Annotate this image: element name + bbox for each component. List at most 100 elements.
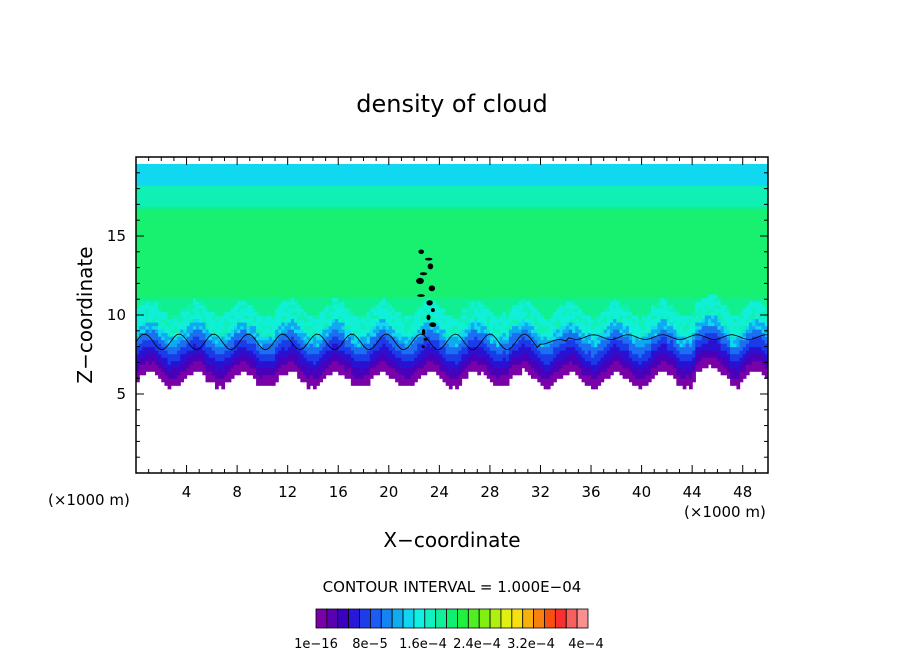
field-cell — [199, 283, 203, 288]
field-cell — [335, 364, 339, 369]
field-cell — [376, 297, 380, 302]
field-cell — [252, 213, 257, 218]
field-cell — [246, 188, 251, 193]
field-cell — [294, 325, 298, 330]
field-cell — [240, 293, 245, 299]
field-cell — [294, 265, 298, 270]
field-cell — [300, 378, 305, 383]
field-cell — [192, 185, 197, 190]
field-cell — [379, 248, 384, 253]
field-cell — [284, 346, 289, 351]
field-cell — [243, 262, 248, 267]
field-cell — [151, 311, 156, 316]
field-cell — [350, 367, 355, 372]
field-cell — [331, 202, 336, 207]
field-cell — [319, 223, 324, 228]
field-cell — [221, 350, 226, 355]
field-cell — [183, 227, 188, 232]
field-cell — [158, 171, 162, 176]
field-cell — [224, 199, 229, 204]
field-cell — [268, 209, 273, 214]
field-cell — [297, 332, 301, 337]
field-cell — [366, 255, 371, 260]
field-cell — [341, 286, 346, 292]
field-cell — [297, 255, 301, 260]
field-cell — [262, 258, 267, 263]
field-cell — [338, 297, 342, 302]
field-cell — [246, 178, 251, 183]
field-cell — [325, 209, 330, 214]
field-cell — [180, 350, 184, 355]
field-cell — [230, 357, 235, 362]
field-cell — [300, 171, 305, 176]
field-cell — [158, 304, 162, 309]
field-cell — [338, 307, 342, 313]
field-cell — [259, 269, 263, 274]
field-cell — [268, 269, 273, 274]
field-cell — [211, 265, 216, 270]
field-cell — [218, 276, 222, 281]
field-cell — [154, 360, 159, 365]
field-cell — [363, 300, 368, 306]
field-cell — [246, 206, 251, 211]
field-cell — [290, 199, 295, 204]
field-cell — [161, 164, 166, 169]
field-cell — [199, 279, 203, 284]
field-cell — [252, 297, 257, 302]
field-cell — [183, 371, 188, 376]
field-cell — [290, 346, 295, 351]
field-cell — [215, 258, 219, 263]
field-cell — [303, 202, 308, 207]
field-cell — [278, 371, 282, 376]
field-cell — [205, 332, 210, 337]
field-cell — [218, 220, 222, 225]
field-cell — [249, 213, 254, 218]
field-cell — [319, 276, 324, 281]
field-cell — [158, 283, 162, 288]
field-cell — [369, 336, 374, 341]
field-cell — [154, 329, 159, 334]
field-cell — [151, 199, 156, 204]
field-cell — [136, 220, 140, 225]
field-cell — [249, 293, 254, 299]
field-cell — [161, 307, 166, 313]
field-cell — [322, 248, 327, 253]
field-cell — [262, 244, 267, 249]
field-cell — [211, 329, 216, 334]
field-cell — [262, 213, 267, 218]
field-cell — [230, 220, 235, 225]
field-cell — [316, 164, 320, 169]
field-cell — [183, 360, 188, 365]
field-cell — [246, 329, 251, 334]
field-cell — [233, 315, 238, 320]
field-cell — [186, 364, 191, 369]
field-cell — [373, 230, 377, 235]
field-cell — [221, 325, 226, 330]
field-cell — [357, 178, 361, 183]
field-cell — [366, 220, 371, 225]
field-cell — [303, 255, 308, 260]
field-cell — [252, 188, 257, 193]
field-cell — [391, 353, 396, 358]
field-cell — [271, 223, 276, 228]
field-cell — [205, 181, 210, 186]
field-cell — [252, 195, 257, 200]
field-cell — [350, 378, 355, 383]
field-cell — [208, 360, 213, 365]
field-cell — [391, 336, 396, 341]
field-cell — [284, 315, 289, 320]
field-cell — [382, 199, 387, 204]
field-cell — [199, 269, 203, 274]
field-cell — [192, 220, 197, 225]
field-cell — [180, 374, 184, 379]
field-cell — [388, 297, 393, 302]
field-cell — [275, 279, 279, 284]
field-cell — [265, 364, 270, 369]
field-cell — [366, 167, 371, 172]
field-cell — [148, 318, 153, 323]
field-cell — [240, 227, 245, 232]
field-cell — [142, 318, 147, 323]
field-cell — [262, 181, 267, 186]
field-cell — [373, 255, 377, 260]
field-cell — [240, 195, 245, 200]
